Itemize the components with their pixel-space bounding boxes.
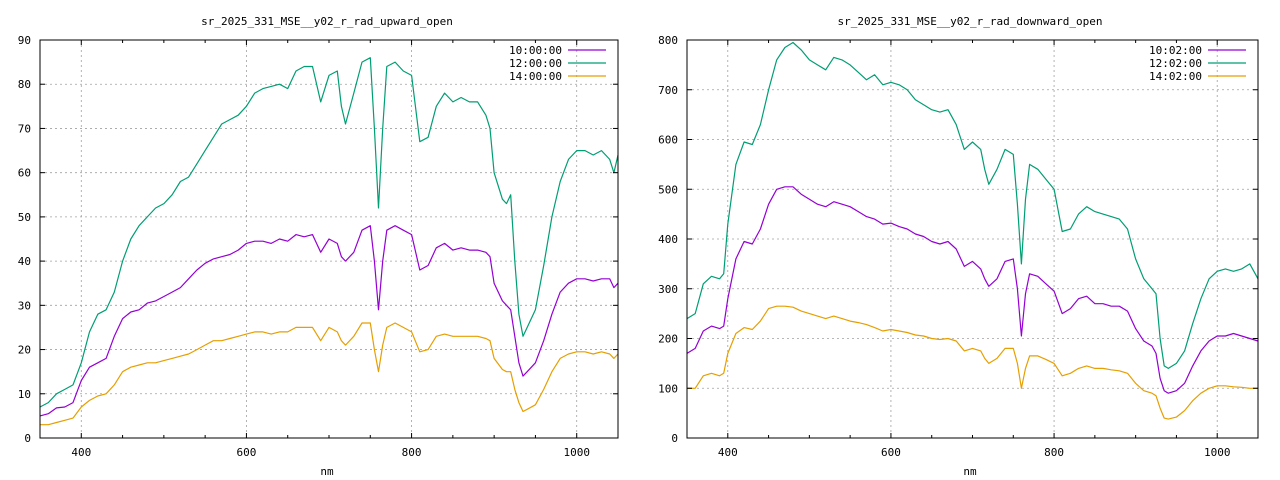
series-layer — [39, 57, 619, 426]
y-tick-label: 10 — [18, 388, 31, 401]
tick-layer: 0 10 20 30 40 50 60 70 80 90 400 600 800 1000 — [18, 34, 619, 459]
series-layer — [686, 41, 1259, 420]
y-tick-label: 400 — [658, 233, 678, 246]
tick-layer: 0 100 200 300 400 500 600 700 800 400 600 800 1000 — [658, 34, 1259, 459]
x-tick-label: 800 — [402, 446, 422, 459]
y-tick-label: 200 — [658, 333, 678, 346]
y-tick-label: 600 — [658, 134, 678, 147]
y-tick-label: 60 — [18, 167, 31, 180]
y-tick-label: 90 — [18, 34, 31, 47]
chart-title: sr_2025_331_MSE__y02_r_rad_upward_open — [201, 15, 453, 28]
chart-upward: sr_2025_331_MSE__y02_r_rad_upward_open 0… — [18, 15, 619, 478]
y-tick-label: 0 — [24, 432, 31, 445]
x-axis-label: nm — [963, 465, 977, 478]
legend-label: 12:00:00 — [509, 57, 562, 70]
x-tick-label: 600 — [236, 446, 256, 459]
x-tick-label: 400 — [718, 446, 738, 459]
y-tick-label: 800 — [658, 34, 678, 47]
series-line-120000 — [39, 57, 619, 408]
grid — [687, 40, 1258, 438]
y-tick-label: 100 — [658, 382, 678, 395]
chart-downward: sr_2025_331_MSE__y02_r_rad_downward_open… — [658, 15, 1259, 478]
chart-title: sr_2025_331_MSE__y02_r_rad_downward_open — [838, 15, 1103, 28]
legend-label: 12:02:00 — [1149, 57, 1202, 70]
y-tick-label: 80 — [18, 78, 31, 91]
y-tick-label: 30 — [18, 299, 31, 312]
y-tick-label: 700 — [658, 84, 678, 97]
series-line-100000 — [39, 225, 619, 417]
y-tick-label: 0 — [671, 432, 678, 445]
y-tick-label: 20 — [18, 344, 31, 357]
series-line-140000 — [40, 322, 619, 426]
x-tick-label: 1000 — [1204, 446, 1231, 459]
legend-label: 10:02:00 — [1149, 44, 1202, 57]
y-tick-label: 70 — [18, 122, 31, 135]
legend-label: 14:00:00 — [509, 70, 562, 83]
x-tick-label: 800 — [1044, 446, 1064, 459]
legend-label: 10:00:00 — [509, 44, 562, 57]
x-tick-label: 400 — [71, 446, 91, 459]
x-axis-label: nm — [320, 465, 334, 478]
y-tick-label: 40 — [18, 255, 31, 268]
legend-label: 14:02:00 — [1149, 70, 1202, 83]
y-tick-label: 300 — [658, 283, 678, 296]
y-tick-label: 500 — [658, 183, 678, 196]
y-tick-label: 50 — [18, 211, 31, 224]
x-tick-label: 1000 — [563, 446, 590, 459]
series-line-100200 — [686, 186, 1259, 394]
series-line-140200 — [687, 305, 1258, 420]
series-line-120200 — [686, 41, 1259, 369]
x-tick-label: 600 — [881, 446, 901, 459]
